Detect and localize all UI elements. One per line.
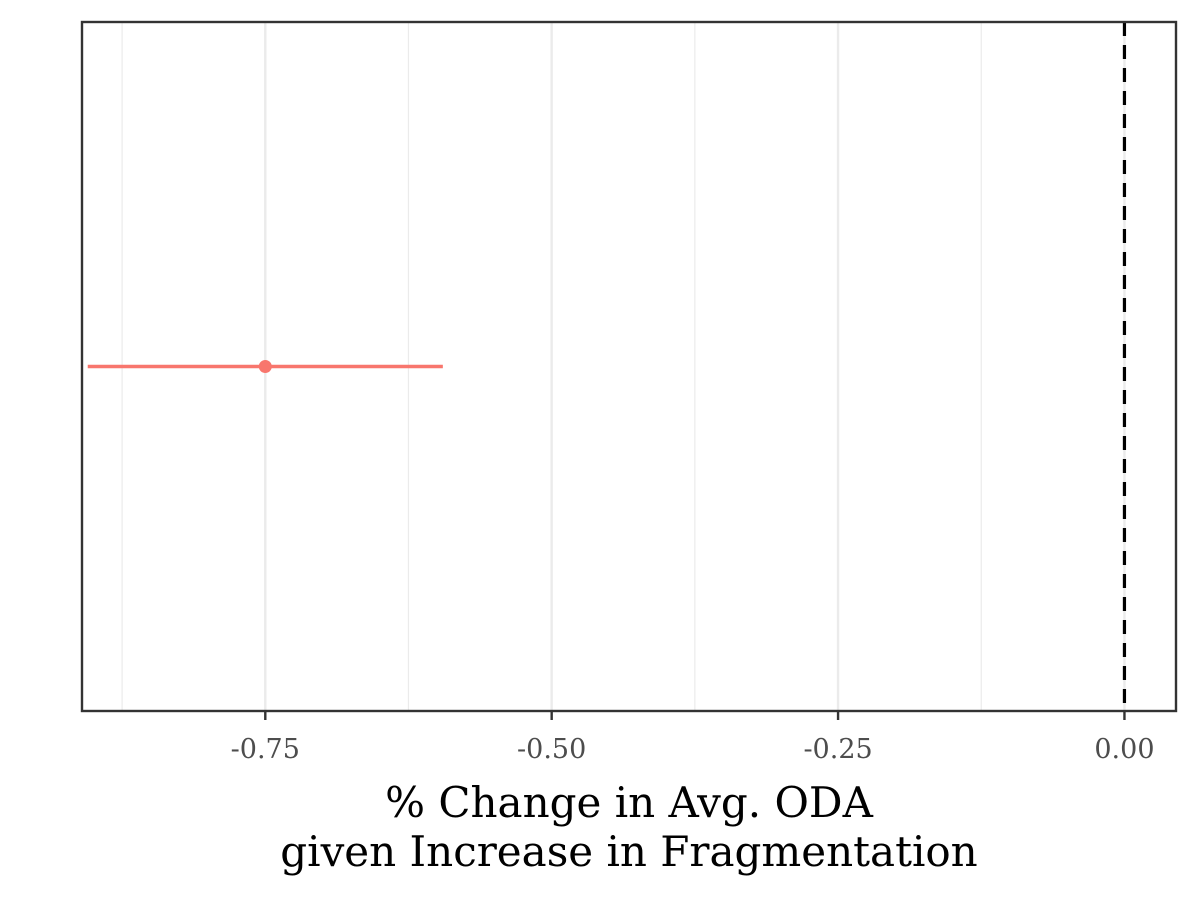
- x-tick-label-0: -0.75: [231, 734, 300, 765]
- estimates: [87, 360, 443, 373]
- x-tick-label-1: -0.50: [517, 734, 586, 765]
- x-tick-label-3: 0.00: [1094, 734, 1154, 765]
- point-estimate-0: [258, 360, 272, 373]
- x-axis-title-line-2: given Increase in Fragmentation: [280, 827, 977, 876]
- x-axis-title-line-1: % Change in Avg. ODA: [385, 778, 874, 827]
- plot-panel-border: [80, 20, 1178, 713]
- x-axis-tick-labels: -0.75 -0.50 -0.25 0.00: [231, 734, 1155, 765]
- x-tick-label-2: -0.25: [803, 734, 872, 765]
- x-axis-ticks: [264, 711, 1126, 720]
